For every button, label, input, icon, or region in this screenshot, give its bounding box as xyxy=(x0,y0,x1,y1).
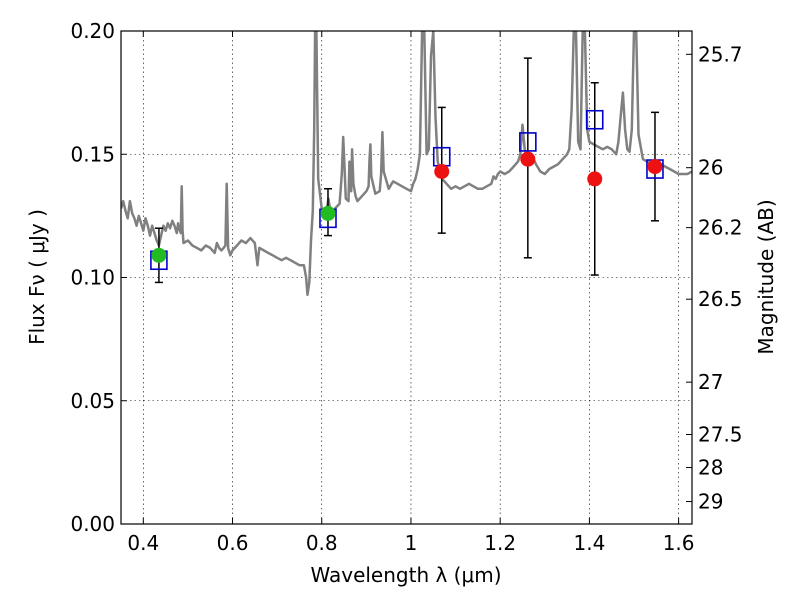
y-tick-label: 0.05 xyxy=(70,389,115,413)
y-tick-label: 0.15 xyxy=(70,142,115,166)
y-right-tick-label: 26 xyxy=(698,156,723,180)
observed-point-nir xyxy=(434,164,450,180)
x-tick-label: 1.2 xyxy=(484,531,516,555)
model-spectrum-line xyxy=(121,31,692,297)
y-right-tick-label: 25.7 xyxy=(698,42,743,66)
y-tick-label: 0.10 xyxy=(70,266,115,290)
y-right-tick-label: 27 xyxy=(698,370,723,394)
observed-point-nir xyxy=(587,171,603,187)
y-tick-label: 0.00 xyxy=(70,512,115,536)
model-box-marker xyxy=(585,109,604,130)
axis-ticks: 0.4 0.6 0.8 1 1.2 1.4 1.6 0.00 0.05 0.10 0.15 0.20 2… xyxy=(70,19,742,555)
x-tick-label: 1 xyxy=(405,531,418,555)
y-axis-right-label: Magnitude (AB) xyxy=(754,199,778,354)
y-axis-label: Flux Fν ( μJy ) xyxy=(25,209,49,345)
observed-points xyxy=(151,151,663,263)
error-bars xyxy=(154,57,659,284)
observed-point-optical xyxy=(320,205,336,221)
y-right-tick-label: 29 xyxy=(698,490,723,514)
x-tick-label: 1.4 xyxy=(573,531,605,555)
x-tick-label: 0.6 xyxy=(217,531,249,555)
plot-area xyxy=(121,31,692,297)
y-right-tick-label: 27.5 xyxy=(698,423,743,447)
observed-point-optical xyxy=(151,247,167,263)
y-right-tick-label: 28 xyxy=(698,456,723,480)
model-box-marker xyxy=(519,132,537,152)
x-tick-label: 0.4 xyxy=(127,531,159,555)
x-tick-label: 1.6 xyxy=(663,531,695,555)
x-axis-label: Wavelength λ (μm) xyxy=(310,563,501,587)
y-right-tick-label: 26.5 xyxy=(698,287,743,311)
y-right-tick-label: 26.2 xyxy=(698,216,743,240)
observed-point-nir xyxy=(520,151,536,167)
x-tick-label: 0.8 xyxy=(306,531,338,555)
y-tick-label: 0.20 xyxy=(70,19,115,43)
observed-point-nir xyxy=(647,159,663,175)
grid-lines xyxy=(121,31,692,524)
